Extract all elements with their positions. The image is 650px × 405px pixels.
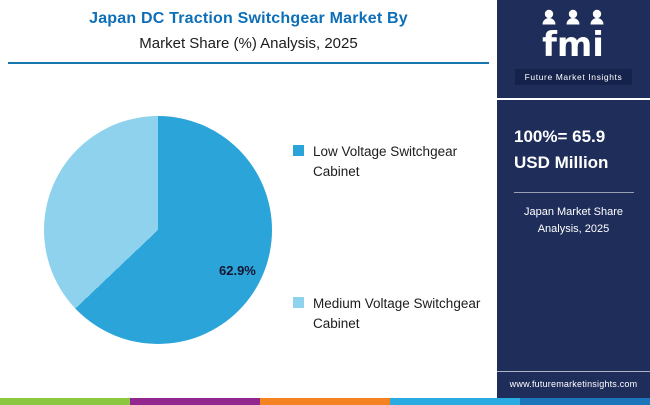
legend-marker-low-voltage: [293, 145, 304, 156]
pie-slice-data-label: 62.9%: [219, 263, 256, 278]
fmi-logo-tagline: Future Market Insights: [514, 69, 633, 85]
fmi-logo: fmi Future Market Insights: [514, 8, 633, 85]
website-link[interactable]: www.futuremarketinsights.com: [509, 379, 638, 389]
legend-label-medium-voltage: Medium Voltage Switchgear Cabinet: [313, 294, 480, 335]
footer-stripe-segment: [0, 398, 130, 405]
legend-label-line2: Cabinet: [313, 164, 360, 180]
chart-area: Japan DC Traction Switchgear Market By M…: [0, 0, 497, 344]
footer-stripe-segment: [260, 398, 390, 405]
legend-label-line2: Cabinet: [313, 316, 360, 332]
legend-label-line1: Low Voltage Switchgear: [313, 144, 458, 159]
fmi-logo-text: fmi: [543, 25, 605, 62]
title-divider: [8, 62, 489, 64]
caption-line1: Japan Market Share: [523, 205, 624, 218]
footer-stripe: [0, 398, 650, 405]
footer-stripe-segment: [520, 398, 650, 405]
stat-total-value: 100%= 65.9: [514, 127, 606, 146]
footer-stripe-segment: [130, 398, 260, 405]
pie-chart: [44, 116, 272, 344]
fmi-logo-icon: fmi: [543, 9, 605, 65]
legend-marker-medium-voltage: [293, 297, 304, 308]
sidebar-divider-bottom: [497, 371, 650, 372]
brand-sidebar: fmi Future Market Insights 100%= 65.9 US…: [497, 0, 650, 398]
footer-stripe-segment: [390, 398, 520, 405]
chart-title-line1: Japan DC Traction Switchgear Market By: [89, 10, 408, 27]
sidebar-divider: [497, 98, 650, 100]
stat-total-unit: USD Million: [514, 153, 609, 173]
chart-header: Japan DC Traction Switchgear Market By M…: [0, 0, 497, 64]
caption-line2: Analysis, 2025: [537, 222, 610, 235]
legend-item-medium-voltage: Medium Voltage Switchgear Cabinet: [293, 294, 480, 335]
chart-title-line2: Market Share (%) Analysis, 2025: [139, 35, 358, 52]
sidebar-divider-small: [513, 191, 634, 193]
legend-item-low-voltage: Low Voltage Switchgear Cabinet: [293, 142, 457, 183]
market-total-stat: 100%= 65.9 USD Million: [497, 124, 608, 177]
legend-label-low-voltage: Low Voltage Switchgear Cabinet: [313, 142, 457, 183]
legend-label-line1: Medium Voltage Switchgear: [313, 296, 481, 311]
sidebar-caption: Japan Market Share Analysis, 2025: [524, 204, 623, 238]
